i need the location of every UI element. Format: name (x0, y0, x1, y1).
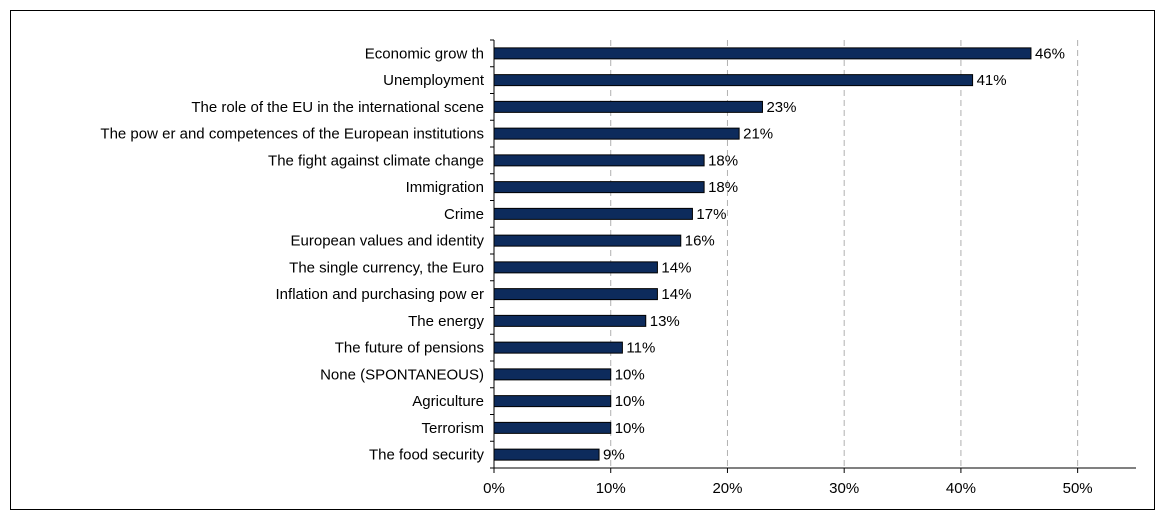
bar (493, 127, 740, 140)
bar (493, 448, 600, 461)
bar (493, 368, 612, 381)
x-tick-label: 40% (946, 480, 976, 497)
value-label: 14% (661, 259, 691, 276)
category-label: European values and identity (291, 233, 485, 250)
value-label: 16% (685, 233, 715, 250)
x-tick-label: 30% (829, 480, 859, 497)
category-label: The role of the EU in the international … (191, 99, 484, 116)
bar (493, 421, 612, 434)
value-label: 23% (766, 99, 796, 116)
value-label: 10% (615, 366, 645, 383)
category-label: Agriculture (412, 393, 484, 410)
bar (493, 47, 1032, 60)
x-tick-label: 20% (712, 480, 742, 497)
bar (493, 314, 647, 327)
bar (493, 207, 693, 220)
category-label: Economic grow th (365, 45, 484, 62)
category-label: None (SPONTANEOUS) (320, 366, 484, 383)
bar (493, 181, 705, 194)
x-tick-label: 10% (596, 480, 626, 497)
value-label: 21% (743, 126, 773, 143)
category-label: Terrorism (422, 420, 485, 437)
value-label: 11% (626, 340, 655, 357)
category-label: The food security (369, 447, 485, 464)
x-tick-label: 0% (483, 480, 505, 497)
value-label: 10% (615, 420, 645, 437)
category-label: The single currency, the Euro (289, 259, 484, 276)
value-label: 10% (615, 393, 645, 410)
category-label: Unemployment (383, 72, 485, 89)
value-label: 13% (650, 313, 680, 330)
value-label: 18% (708, 179, 738, 196)
category-label: Immigration (406, 179, 484, 196)
bar (493, 341, 623, 354)
category-label: Crime (444, 206, 484, 223)
bar (493, 154, 705, 167)
bar (493, 100, 763, 113)
category-label: The future of pensions (335, 340, 484, 357)
bar (493, 234, 682, 247)
category-label: The energy (408, 313, 484, 330)
value-label: 14% (661, 286, 691, 303)
value-label: 18% (708, 152, 738, 169)
value-label: 41% (977, 72, 1007, 89)
category-label: The fight against climate change (268, 152, 484, 169)
category-label: Inflation and purchasing pow er (276, 286, 484, 303)
value-label: 46% (1035, 45, 1065, 62)
bar (493, 395, 612, 408)
bar (493, 74, 974, 87)
x-tick-label: 50% (1063, 480, 1093, 497)
value-label: 9% (603, 447, 625, 464)
bar (493, 288, 658, 301)
bar (493, 261, 658, 274)
category-label: The pow er and competences of the Europe… (100, 126, 484, 143)
value-label: 17% (696, 206, 726, 223)
